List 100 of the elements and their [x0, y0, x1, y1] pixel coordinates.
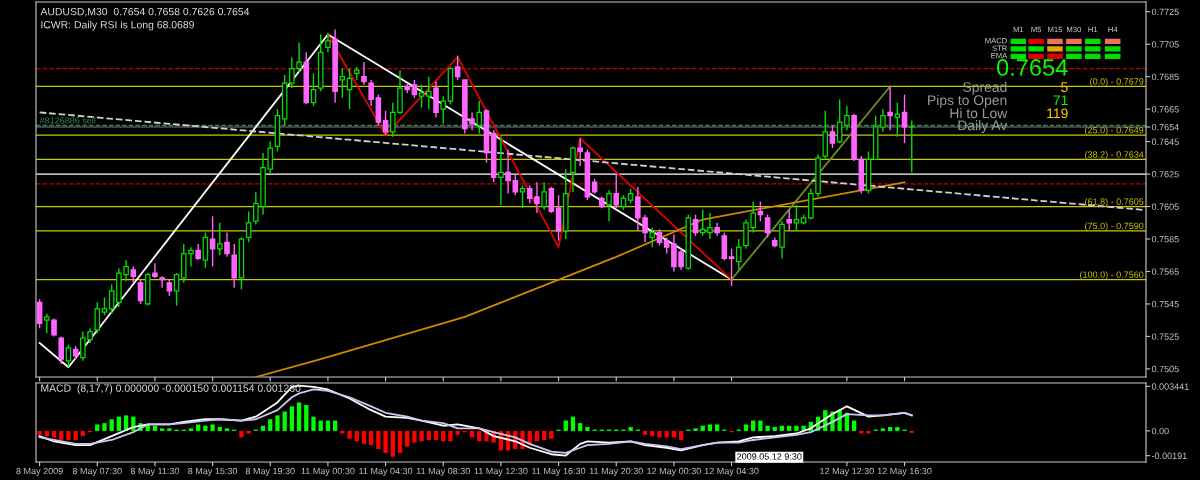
x-tick-label: 11 May 04:30: [359, 467, 413, 476]
chart-title: AUDUSD,M30 0.7654 0.7658 0.7626 0.7654: [40, 7, 250, 17]
bar: [779, 425, 785, 431]
candlestick: [310, 72, 317, 107]
candlestick: [887, 85, 893, 131]
candlestick: [613, 173, 620, 209]
bar: [772, 427, 777, 431]
y-tick-label: 0.7625: [1151, 171, 1179, 178]
bar: [541, 430, 547, 440]
bar: [167, 428, 172, 431]
candlestick: [339, 67, 346, 99]
bar: [268, 419, 273, 431]
candlestick: [901, 93, 908, 144]
annotation: (0.0) - 0.7679: [1090, 78, 1144, 87]
annotation: (100.0) - 0.7560: [1080, 271, 1144, 280]
candlestick: [65, 343, 72, 368]
y-tick-label: 0.7725: [1151, 8, 1179, 16]
candlestick: [786, 209, 793, 232]
annotation: 71: [1053, 95, 1068, 105]
annotation: (61.8) - 0.7605: [1085, 198, 1144, 207]
line-series: [327, 33, 733, 281]
bar: [859, 430, 864, 434]
candlestick: [202, 231, 209, 269]
bar: [549, 430, 554, 439]
bar: [188, 428, 194, 431]
bar: [95, 424, 100, 431]
bar: [657, 430, 662, 438]
candlestick: [908, 119, 915, 174]
candlestick: [325, 32, 331, 54]
candlestick: [426, 75, 432, 110]
candlestick: [577, 137, 583, 167]
bar: [311, 416, 316, 431]
bar: [59, 430, 64, 440]
bar: [700, 425, 705, 431]
bar: [880, 428, 886, 431]
y-tick-label: 0.7665: [1151, 106, 1179, 113]
candlestick: [152, 262, 158, 279]
annotation: (75.0) - 0.7590: [1085, 222, 1144, 231]
annotation: (38.2) - 0.7634: [1085, 151, 1144, 160]
bar: [714, 424, 720, 431]
bar: [296, 402, 302, 431]
annotation: Hi to Low: [950, 108, 1008, 119]
bar: [570, 416, 576, 431]
bar: [102, 423, 107, 431]
bar: [390, 430, 395, 457]
bar: [109, 419, 114, 431]
candlestick: [779, 220, 785, 260]
candlestick: [505, 149, 511, 195]
candlestick: [721, 231, 728, 261]
bar: [289, 406, 295, 431]
x-tick-label: 8 May 11:30: [130, 467, 180, 476]
bar: [217, 427, 222, 431]
bar: [44, 430, 49, 437]
y-tick-label: 0.7505: [1151, 365, 1179, 373]
y-tick-label: 0.7545: [1151, 300, 1179, 308]
candlestick: [231, 243, 238, 289]
candlestick: [418, 84, 425, 109]
candlestick: [224, 231, 230, 258]
candlestick: [606, 189, 612, 222]
annotation: (25.0) - 0.7649: [1085, 126, 1144, 136]
bar: [397, 430, 403, 453]
x-tick-label: 11 May 16:30: [532, 467, 586, 476]
bar: [239, 430, 244, 438]
bar: [159, 428, 165, 431]
bar: [412, 430, 417, 443]
x-tick-label: 11 May 20:30: [589, 467, 643, 476]
bar: [282, 411, 287, 431]
candlestick: [555, 194, 562, 242]
bar: [678, 430, 684, 440]
candlestick: [836, 98, 843, 144]
candlestick: [498, 136, 504, 206]
candlestick: [454, 54, 461, 81]
bar: [224, 428, 230, 431]
bar: [433, 430, 439, 440]
bar: [369, 430, 374, 446]
bar: [210, 424, 215, 431]
annotation: 119: [1047, 108, 1068, 119]
candlestick: [512, 173, 519, 196]
bar: [203, 425, 208, 431]
bar: [455, 430, 460, 435]
bar: [758, 420, 763, 431]
bar: [707, 424, 713, 431]
y-tick-label: 0.7525: [1151, 333, 1179, 340]
y-tick-label: 0.00: [1151, 427, 1169, 435]
y-tick-label: -0.00191: [1151, 452, 1187, 460]
candlestick: [94, 301, 101, 334]
bar: [66, 430, 71, 440]
bar: [794, 425, 799, 431]
bar: [405, 430, 410, 447]
bar: [376, 430, 381, 450]
candlestick: [159, 275, 165, 289]
x-tick-label: 8 May 07:30: [72, 467, 122, 476]
candlestick: [764, 213, 771, 239]
candlestick: [844, 105, 850, 131]
bar: [578, 423, 583, 431]
bar: [246, 430, 251, 434]
bar: [196, 424, 201, 431]
candlestick: [541, 181, 547, 211]
candlestick: [108, 283, 115, 315]
bar: [693, 428, 698, 431]
